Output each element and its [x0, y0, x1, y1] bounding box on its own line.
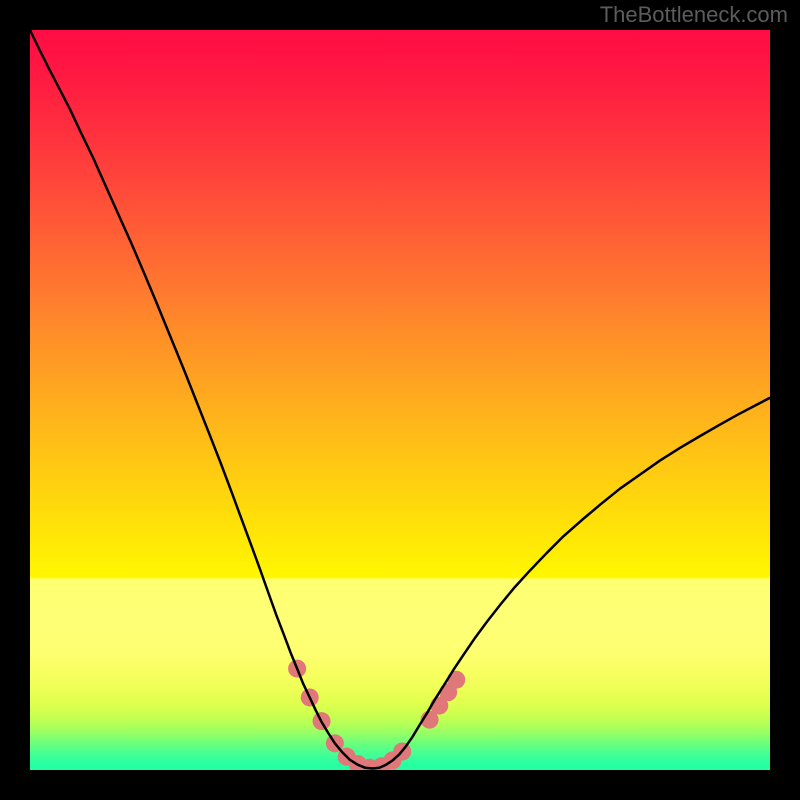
bottleneck-curve — [30, 30, 770, 769]
chart-root: TheBottleneck.com — [0, 0, 800, 800]
plot-area — [30, 30, 770, 770]
watermark-text: TheBottleneck.com — [600, 2, 788, 28]
curve-layer — [30, 30, 770, 770]
highlight-markers — [288, 660, 465, 770]
